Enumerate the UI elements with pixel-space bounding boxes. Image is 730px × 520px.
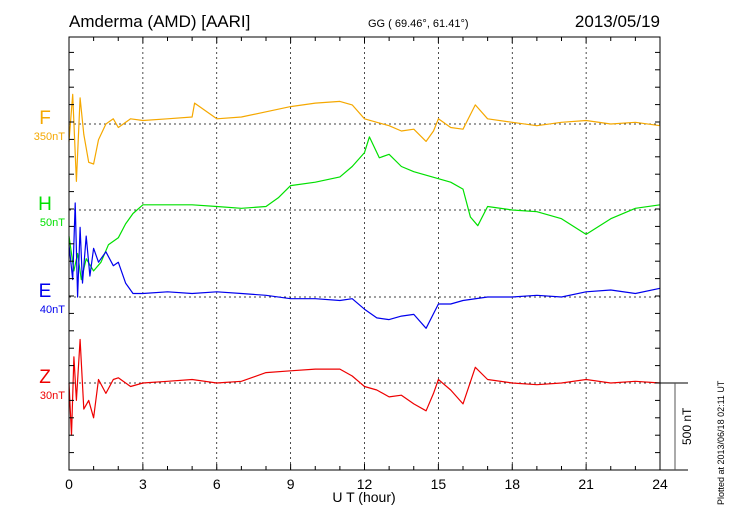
trace-f [68,93,661,182]
x-tick-label: 12 [357,476,373,492]
x-tick-label: 0 [65,476,73,492]
chart-date: 2013/05/19 [575,12,660,31]
station-coordinates: GG ( 69.46°, 61.41°) [368,18,469,30]
grid [69,37,660,470]
ticks: 0 3 6 9 12 15 18 21 24 [65,37,668,492]
scale-bar: 500 nT [660,382,694,471]
series-offset-h: 50nT [40,217,65,229]
plotted-timestamp: Plotted at 2013/06/18 02:11 UT [716,380,726,505]
x-tick-label: 9 [287,476,295,492]
series-labels: F 350nT H 50nT E 40nT Z 30nT [34,108,65,402]
trace-h [68,136,661,281]
x-tick-label: 6 [213,476,221,492]
traces [68,93,661,436]
series-name-f: F [39,108,51,129]
series-offset-f: 350nT [34,131,65,143]
x-tick-label: 3 [139,476,147,492]
x-tick-label: 21 [578,476,594,492]
series-name-e: E [39,281,52,302]
chart-title: Amderma (AMD) [AARI] [69,12,250,31]
x-tick-label: 15 [431,476,447,492]
x-tick-label: 18 [504,476,520,492]
trace-z [68,338,661,436]
series-name-h: H [38,194,52,215]
scale-bar-label: 500 nT [680,407,694,445]
series-offset-e: 40nT [40,304,65,316]
trace-e [68,202,661,329]
series-name-z: Z [39,367,51,388]
series-offset-z: 30nT [40,390,65,402]
x-tick-label: 24 [652,476,668,492]
x-axis-label: U T (hour) [332,489,395,505]
